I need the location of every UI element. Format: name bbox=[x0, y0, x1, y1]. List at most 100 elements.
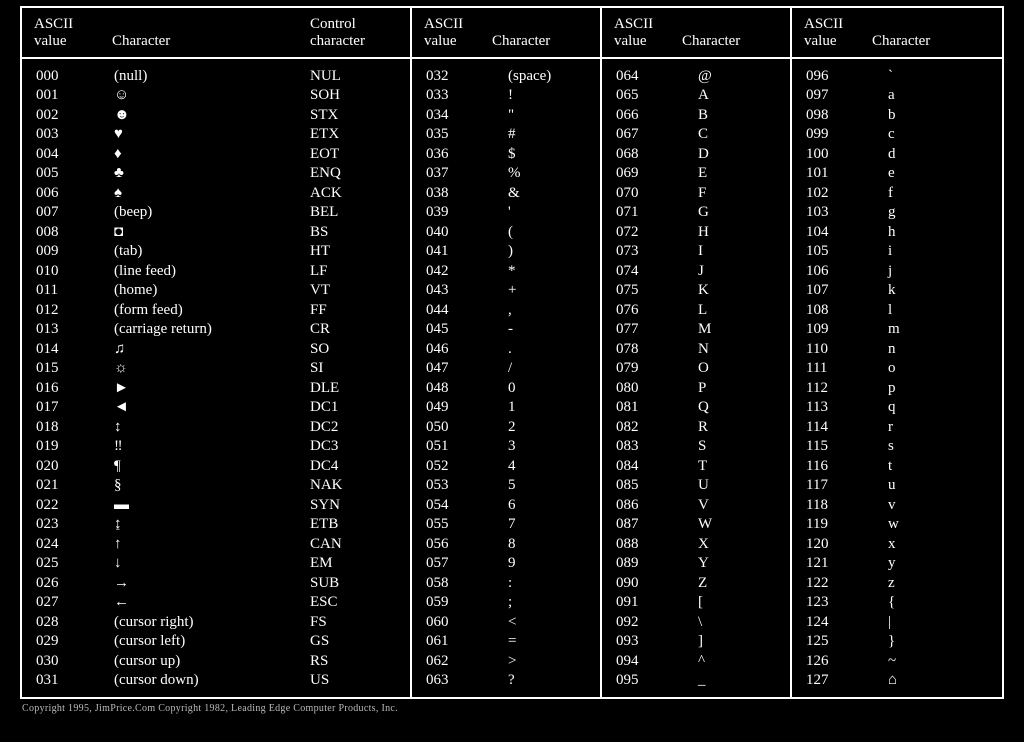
table-row: 007(beep)BEL bbox=[34, 203, 400, 223]
table-row: 112p bbox=[804, 379, 992, 399]
ascii-value: 071 bbox=[614, 204, 684, 221]
ascii-value: 029 bbox=[34, 633, 114, 650]
ascii-character: L bbox=[684, 302, 780, 319]
ascii-value: 072 bbox=[614, 224, 684, 241]
ascii-value: 008 bbox=[34, 224, 114, 241]
table-row: 009(tab)HT bbox=[34, 242, 400, 262]
ascii-value: 048 bbox=[424, 380, 494, 397]
ascii-value: 024 bbox=[34, 536, 114, 553]
ascii-character: . bbox=[494, 341, 590, 358]
ascii-value: 093 bbox=[614, 633, 684, 650]
table-row: 041) bbox=[424, 242, 590, 262]
ascii-character: (cursor down) bbox=[114, 672, 310, 689]
ascii-character: = bbox=[494, 633, 590, 650]
ascii-character: ^ bbox=[684, 653, 780, 670]
table-row: 105i bbox=[804, 242, 992, 262]
table-row: 077M bbox=[614, 320, 780, 340]
table-row: 088X bbox=[614, 535, 780, 555]
ascii-value: 116 bbox=[804, 458, 874, 475]
ascii-character: < bbox=[494, 614, 590, 631]
header-ascii-value: ASCII value bbox=[424, 16, 492, 51]
ascii-character: q bbox=[874, 399, 992, 416]
control-character: DC1 bbox=[310, 399, 400, 416]
ascii-character: Z bbox=[684, 575, 780, 592]
ascii-value: 108 bbox=[804, 302, 874, 319]
ascii-character: O bbox=[684, 360, 780, 377]
ascii-character: R bbox=[684, 419, 780, 436]
table-row: 098b bbox=[804, 106, 992, 126]
ascii-character: 0 bbox=[494, 380, 590, 397]
ascii-value: 089 bbox=[614, 555, 684, 572]
ascii-value: 063 bbox=[424, 672, 494, 689]
ascii-character: Q bbox=[684, 399, 780, 416]
table-row: 043+ bbox=[424, 281, 590, 301]
table-row: 039' bbox=[424, 203, 590, 223]
ascii-character: ◄ bbox=[114, 399, 310, 416]
header-value-l2: value bbox=[34, 33, 66, 49]
ascii-character: 9 bbox=[494, 555, 590, 572]
ascii-character: 6 bbox=[494, 497, 590, 514]
ascii-value: 026 bbox=[34, 575, 114, 592]
ascii-value: 049 bbox=[424, 399, 494, 416]
ascii-character: u bbox=[874, 477, 992, 494]
table-row: 063? bbox=[424, 671, 590, 691]
table-header-row: ASCII value Character Control character … bbox=[22, 8, 1002, 57]
ascii-character: : bbox=[494, 575, 590, 592]
ascii-character: 7 bbox=[494, 516, 590, 533]
ascii-character: U bbox=[684, 477, 780, 494]
table-row: 065A bbox=[614, 86, 780, 106]
control-character: NUL bbox=[310, 68, 400, 85]
table-row: 073I bbox=[614, 242, 780, 262]
ascii-character: (null) bbox=[114, 68, 310, 85]
control-character: SUB bbox=[310, 575, 400, 592]
table-row: 127⌂ bbox=[804, 671, 992, 691]
header-section-4: ASCII value Character bbox=[792, 8, 1002, 57]
ascii-character: (home) bbox=[114, 282, 310, 299]
ascii-value: 020 bbox=[34, 458, 114, 475]
ascii-character: ► bbox=[114, 380, 310, 397]
ascii-value: 031 bbox=[34, 672, 114, 689]
ascii-value: 067 bbox=[614, 126, 684, 143]
ascii-value: 058 bbox=[424, 575, 494, 592]
control-character: DC3 bbox=[310, 438, 400, 455]
table-row: 033! bbox=[424, 86, 590, 106]
table-row: 084T bbox=[614, 457, 780, 477]
ascii-value: 017 bbox=[34, 399, 114, 416]
ascii-character: D bbox=[684, 146, 780, 163]
ascii-value: 079 bbox=[614, 360, 684, 377]
table-row: 095_ bbox=[614, 671, 780, 691]
table-row: 0524 bbox=[424, 457, 590, 477]
ascii-value: 013 bbox=[34, 321, 114, 338]
ascii-character: c bbox=[874, 126, 992, 143]
ascii-value: 012 bbox=[34, 302, 114, 319]
ascii-value: 099 bbox=[804, 126, 874, 143]
table-row: 044, bbox=[424, 301, 590, 321]
ascii-value: 110 bbox=[804, 341, 874, 358]
ascii-value: 098 bbox=[804, 107, 874, 124]
ascii-value: 040 bbox=[424, 224, 494, 241]
ascii-value: 086 bbox=[614, 497, 684, 514]
table-row: 014♫SO bbox=[34, 340, 400, 360]
control-character: ENQ bbox=[310, 165, 400, 182]
ascii-character: ☼ bbox=[114, 360, 310, 377]
control-character: FF bbox=[310, 302, 400, 319]
ascii-value: 080 bbox=[614, 380, 684, 397]
ascii-value: 036 bbox=[424, 146, 494, 163]
control-character: SO bbox=[310, 341, 400, 358]
header-character: Character bbox=[872, 33, 992, 50]
ascii-value: 103 bbox=[804, 204, 874, 221]
table-row: 076L bbox=[614, 301, 780, 321]
table-row: 046. bbox=[424, 340, 590, 360]
ascii-value: 033 bbox=[424, 87, 494, 104]
control-character: GS bbox=[310, 633, 400, 650]
ascii-value: 059 bbox=[424, 594, 494, 611]
ascii-value: 083 bbox=[614, 438, 684, 455]
ascii-value: 037 bbox=[424, 165, 494, 182]
ascii-value: 070 bbox=[614, 185, 684, 202]
ascii-character: $ bbox=[494, 146, 590, 163]
header-control: Control character bbox=[310, 16, 400, 51]
table-row: 111o bbox=[804, 359, 992, 379]
ascii-character: b bbox=[874, 107, 992, 124]
ascii-character: ☻ bbox=[114, 107, 310, 124]
control-character: BEL bbox=[310, 204, 400, 221]
